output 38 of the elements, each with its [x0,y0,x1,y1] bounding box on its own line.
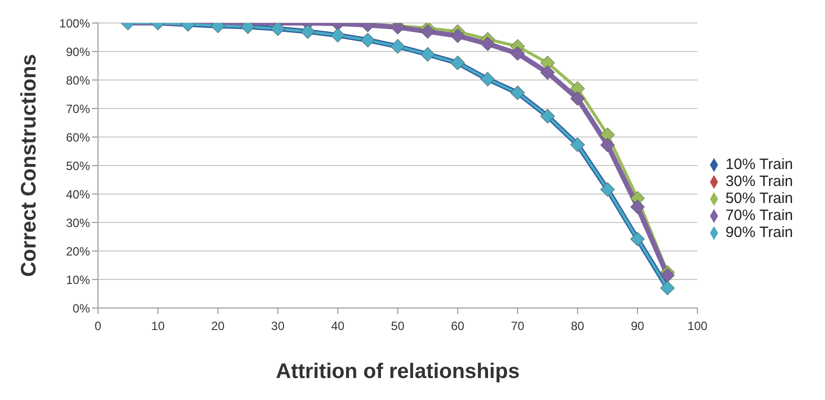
x-tick-label: 20 [211,319,225,333]
y-tick-label: 20% [66,244,90,258]
legend-label: 70% Train [725,206,793,224]
point [570,91,585,106]
legend-label: 30% Train [725,172,793,190]
x-tick-label: 80 [570,319,585,333]
point [600,138,615,152]
y-tick-label: 30% [66,216,90,230]
x-tick-label: 60 [450,319,465,333]
x-tick-label: 40 [331,319,345,333]
x-tick-label: 100 [687,319,708,333]
y-tick-label: 60% [66,130,90,144]
y-tick-label: 10% [66,272,90,287]
legend-label: 50% Train [725,190,793,206]
point [450,28,465,44]
x-tick-label: 70 [510,319,525,333]
point [510,46,525,61]
y-tick-label: 40% [66,187,90,202]
x-tick-label: 10 [151,319,165,333]
y-tick-label: 50% [66,158,90,173]
legend-label: 90% Train [725,224,793,240]
x-tick-label: 90 [630,319,644,333]
point [600,127,615,142]
point [540,65,555,80]
y-tick-label: 70% [66,102,90,116]
x-tick-label: 0 [94,319,102,333]
point [480,36,495,52]
y-tick-label: 80% [66,73,90,88]
point [420,24,435,39]
x-tick-label: 30 [271,319,285,333]
y-tick-label: 90% [66,44,90,59]
y-axis-title: Correct Constructions [17,54,40,277]
x-axis-title: Attrition of relationships [276,360,520,383]
legend-label: 10% Train [725,156,793,172]
y-tick-label: 0% [72,301,90,316]
x-tick-label: 50 [391,319,405,333]
point [630,200,645,214]
y-tick-label: 100% [59,16,90,30]
